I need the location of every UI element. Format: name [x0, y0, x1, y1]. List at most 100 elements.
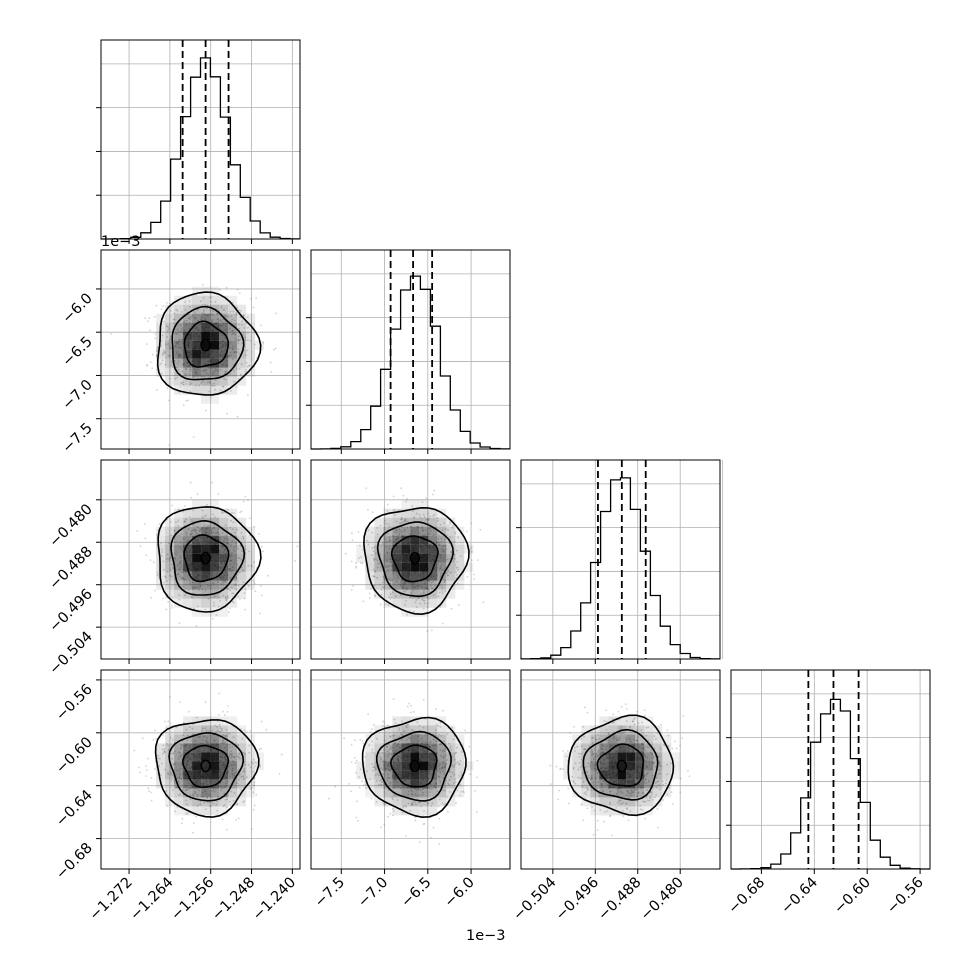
density-cell [437, 797, 447, 807]
scatter-point [180, 571, 183, 574]
scatter-point [648, 781, 650, 783]
scatter-point [380, 544, 382, 547]
scatter-point [171, 752, 174, 755]
density-cell [455, 562, 465, 572]
density-cell [410, 788, 420, 798]
scatter-point [236, 563, 239, 565]
scatter-point [180, 561, 183, 564]
density-cell [210, 788, 220, 798]
scatter-point [210, 805, 212, 808]
scatter-point [439, 772, 441, 774]
scatter-point [413, 610, 415, 613]
scatter-point [427, 588, 430, 591]
density-cell [590, 806, 600, 816]
scatter-point [250, 564, 253, 567]
scatter-point [217, 605, 220, 608]
contour-level-2 [171, 305, 245, 381]
scatter-point [609, 815, 611, 818]
scatter-point [226, 780, 229, 783]
scatter-point [589, 750, 592, 753]
scatter-point [261, 545, 263, 548]
scatter-point [177, 356, 180, 358]
scatter-point [663, 744, 665, 746]
density-cell [219, 340, 229, 350]
scatter-point [393, 514, 396, 517]
scatter-point [178, 794, 181, 797]
density-cell [590, 788, 600, 798]
density-cell [228, 598, 238, 608]
scatter-point [613, 736, 615, 738]
density-cell [246, 743, 256, 753]
density-cell [617, 752, 627, 762]
scatter-point [587, 789, 589, 791]
scatter-point [441, 802, 444, 804]
density-cell [365, 788, 375, 798]
scatter-point [187, 710, 190, 713]
scatter-point [406, 723, 409, 726]
density-cell [228, 331, 238, 341]
contour-level-1 [157, 506, 262, 613]
density-cell [246, 562, 256, 572]
density-cell [201, 743, 211, 753]
scatter-point [133, 749, 136, 752]
scatter-point [423, 822, 426, 825]
scatter-point [178, 534, 181, 537]
scatter-point [232, 345, 235, 348]
scatter-point [176, 333, 179, 335]
panel-2-0 [100, 459, 301, 660]
scatter-point [625, 708, 628, 710]
density-cell [365, 562, 375, 572]
density-cell [237, 322, 247, 332]
density-cell [192, 322, 202, 332]
scatter-point [243, 800, 246, 802]
scatter-point [410, 788, 412, 791]
panel-2-1 [310, 459, 511, 660]
density-cell [428, 788, 438, 798]
scatter-point [387, 604, 390, 607]
scatter-point [205, 372, 208, 375]
scatter-point [146, 364, 149, 366]
scatter-point [244, 608, 246, 611]
scatter-point [619, 802, 622, 805]
scatter-point [224, 581, 227, 584]
density-cell [201, 340, 211, 350]
scatter-point [373, 546, 376, 549]
scatter-point [639, 808, 642, 811]
scatter-point [407, 802, 410, 805]
contour-level-3 [183, 534, 230, 583]
scatter-point [620, 725, 623, 728]
scatter-point [386, 559, 389, 561]
scatter-point [180, 754, 183, 757]
density-cell [428, 716, 438, 726]
scatter-point [187, 528, 190, 531]
scatter-point [225, 785, 228, 787]
scatter-point [417, 597, 420, 600]
scatter-point [444, 544, 447, 547]
scatter-point [629, 738, 632, 741]
scatter-point [367, 543, 370, 546]
scatter-point [436, 790, 439, 792]
scatter-point [262, 550, 264, 553]
scatter-point [411, 802, 414, 804]
scatter-point [207, 381, 209, 384]
scatter-point [425, 497, 428, 499]
scatter-point [196, 532, 199, 535]
density-cell [237, 571, 247, 581]
scatter-point [179, 747, 182, 750]
scatter-point [244, 763, 247, 766]
scatter-point [443, 551, 446, 553]
scatter-point [206, 741, 209, 744]
density-cell [590, 779, 600, 789]
scatter-point [206, 736, 209, 739]
scatter-point [211, 527, 214, 530]
scatter-point [423, 810, 425, 812]
scatter-point [422, 726, 425, 729]
density-cell [419, 788, 429, 798]
scatter-point [412, 517, 415, 519]
scatter-point [418, 841, 421, 844]
scatter-point [168, 542, 170, 545]
scatter-point [428, 580, 430, 583]
scatter-point [441, 592, 444, 594]
scatter-point [587, 788, 589, 790]
scatter-point [167, 749, 170, 752]
